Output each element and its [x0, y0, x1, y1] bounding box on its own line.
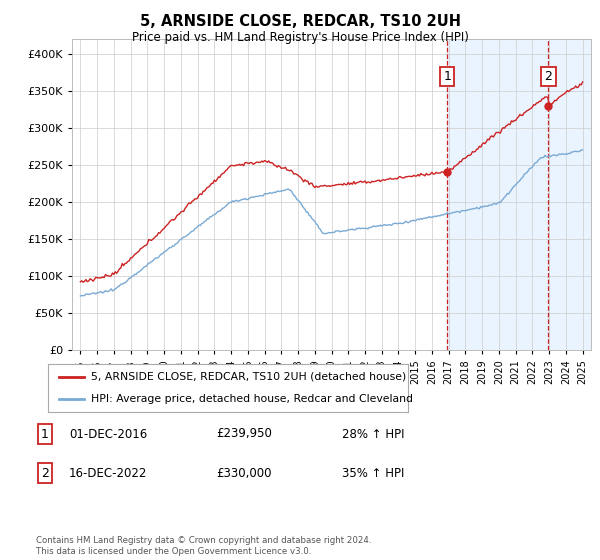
Text: 5, ARNSIDE CLOSE, REDCAR, TS10 2UH (detached house): 5, ARNSIDE CLOSE, REDCAR, TS10 2UH (deta…: [91, 372, 406, 382]
Text: 35% ↑ HPI: 35% ↑ HPI: [342, 466, 404, 480]
Text: 01-DEC-2016: 01-DEC-2016: [69, 427, 147, 441]
Text: 1: 1: [41, 427, 49, 441]
Text: 28% ↑ HPI: 28% ↑ HPI: [342, 427, 404, 441]
Text: £330,000: £330,000: [216, 466, 271, 480]
Text: 2: 2: [41, 466, 49, 480]
Text: £239,950: £239,950: [216, 427, 272, 441]
Text: Contains HM Land Registry data © Crown copyright and database right 2024.
This d: Contains HM Land Registry data © Crown c…: [36, 536, 371, 556]
Text: 2: 2: [545, 69, 553, 83]
Text: 1: 1: [443, 69, 451, 83]
Text: 16-DEC-2022: 16-DEC-2022: [69, 466, 148, 480]
Text: HPI: Average price, detached house, Redcar and Cleveland: HPI: Average price, detached house, Redc…: [91, 394, 413, 404]
Text: Price paid vs. HM Land Registry's House Price Index (HPI): Price paid vs. HM Land Registry's House …: [131, 31, 469, 44]
Bar: [448, 39, 591, 350]
Text: 5, ARNSIDE CLOSE, REDCAR, TS10 2UH: 5, ARNSIDE CLOSE, REDCAR, TS10 2UH: [139, 14, 461, 29]
